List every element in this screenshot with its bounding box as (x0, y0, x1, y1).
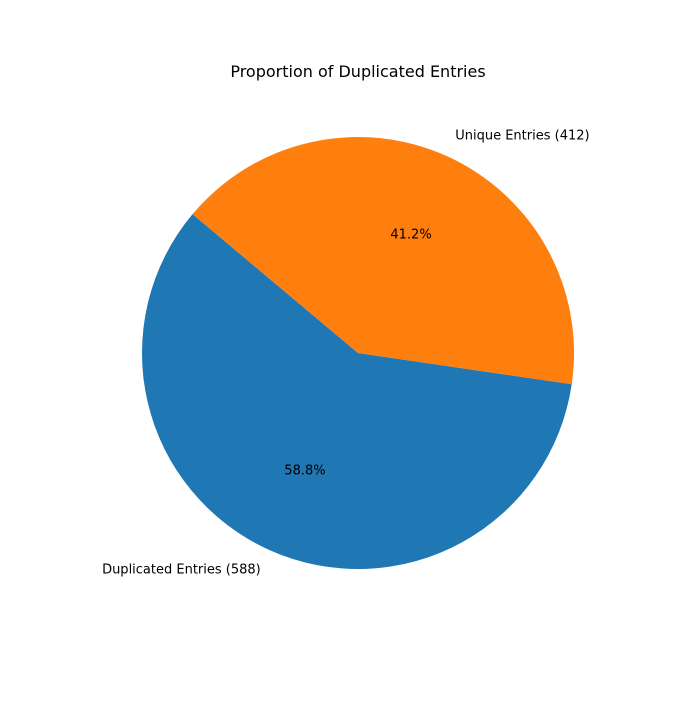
pie-slice-1 (192, 136, 574, 385)
pie-slice-0 (142, 214, 572, 569)
slice-percent-0: 58.8% (284, 464, 325, 479)
chart-title: Proportion of Duplicated Entries (230, 62, 485, 81)
slice-label-1: Unique Entries (412) (455, 129, 589, 144)
slice-percent-1: 41.2% (390, 227, 431, 242)
pie-slices (142, 136, 574, 569)
slice-label-0: Duplicated Entries (588) (102, 562, 261, 577)
pie-labels: Duplicated Entries (588) 58.8% Unique Entr… (102, 129, 590, 578)
